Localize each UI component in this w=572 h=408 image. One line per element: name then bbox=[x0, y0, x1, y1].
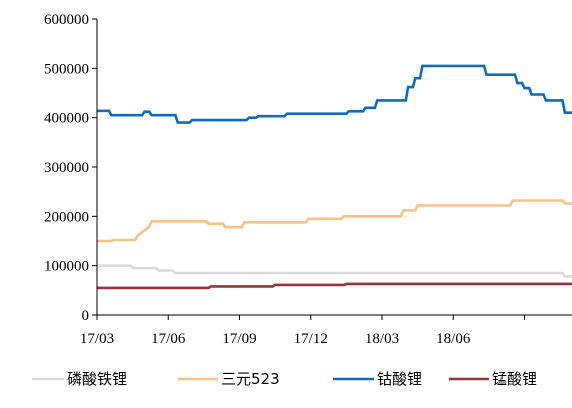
x-tick-label: 17/06 bbox=[151, 331, 186, 347]
x-tick-labels: 17/03 17/06 17/09 17/12 18/03 18/06 bbox=[80, 331, 471, 347]
y-tick-label: 600000 bbox=[44, 12, 89, 28]
x-tick-label: 18/03 bbox=[365, 331, 399, 347]
y-tick-label: 0 bbox=[82, 308, 90, 324]
legend-label-3: 钴酸锂 bbox=[377, 370, 422, 388]
legend-label-1: 磷酸铁锂 bbox=[67, 370, 127, 388]
axes bbox=[92, 18, 572, 320]
y-tick-label: 400000 bbox=[44, 111, 89, 127]
y-tick-labels: 0 100000 200000 300000 400000 500000 600000 bbox=[44, 12, 89, 324]
legend-label-4: 锰酸锂 bbox=[492, 370, 537, 388]
legend: 磷酸铁锂 三元523 钴酸锂 锰酸锂 bbox=[32, 370, 537, 388]
y-tick-label: 300000 bbox=[44, 160, 89, 176]
series-line-3 bbox=[97, 64, 572, 124]
x-tick-label: 17/03 bbox=[80, 331, 114, 347]
legend-label-2: 三元523 bbox=[221, 370, 280, 388]
series-line-4 bbox=[97, 282, 572, 290]
series-line-1 bbox=[97, 264, 572, 278]
y-tick-label: 500000 bbox=[44, 61, 89, 77]
x-tick-label: 18/06 bbox=[436, 331, 471, 347]
y-tick-label: 100000 bbox=[44, 259, 89, 275]
series-line-2 bbox=[97, 199, 572, 243]
y-tick-label: 200000 bbox=[44, 209, 89, 225]
x-tick-label: 17/09 bbox=[222, 331, 256, 347]
plot-series bbox=[97, 64, 572, 290]
x-tick-label: 17/12 bbox=[294, 331, 328, 347]
